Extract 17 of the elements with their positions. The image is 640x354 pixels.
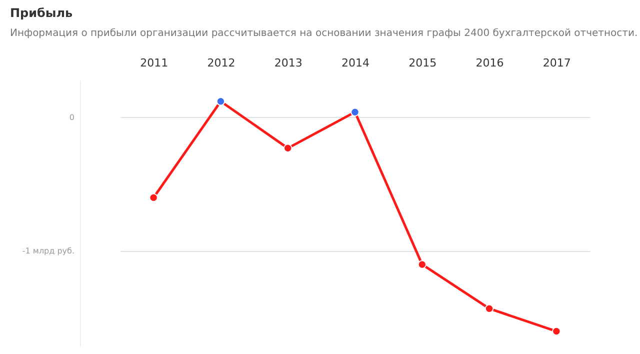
x-tick-label: 2011 xyxy=(140,56,168,70)
point xyxy=(418,260,427,269)
x-tick-label: 2015 xyxy=(408,56,437,70)
y-tick-label: -1 млрд руб. xyxy=(22,246,74,256)
point xyxy=(350,108,360,116)
x-tick-label: 2013 xyxy=(274,56,302,70)
x-tick-label: 2017 xyxy=(542,56,571,70)
point xyxy=(216,97,226,106)
x-tick-label: 2016 xyxy=(476,56,504,70)
x-tick-label: 2012 xyxy=(207,56,236,70)
point xyxy=(552,326,561,336)
y-tick-label: 0 xyxy=(69,112,74,122)
x-tick-label: 2014 xyxy=(342,56,370,70)
chart-subtitle: Информация о прибыли организации рассчитывается на основании значения графы 2400 бухгалтерской отчетности. xyxy=(10,28,638,39)
point xyxy=(149,193,158,202)
chart-title: Прибыль xyxy=(10,6,74,20)
point xyxy=(484,304,494,313)
